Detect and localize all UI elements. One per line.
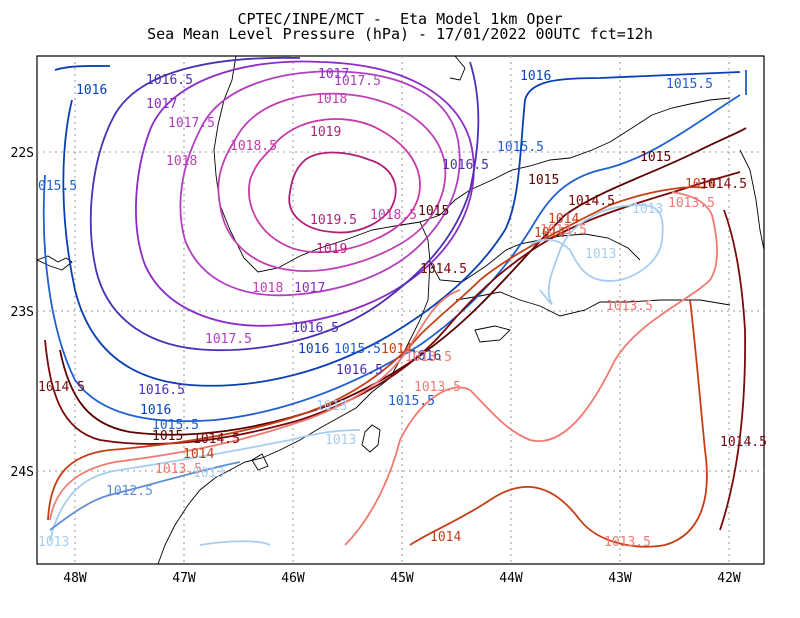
isobar-label: 1015 bbox=[152, 429, 183, 444]
isobar-label: 1016.5 bbox=[138, 383, 185, 398]
isobar-label: 1013 bbox=[316, 399, 347, 414]
isobar-label: 1015 bbox=[418, 204, 449, 219]
isobar-1014-5 bbox=[44, 171, 747, 531]
plot-frame bbox=[36, 55, 765, 565]
isobar-label: 1014.5 bbox=[420, 262, 467, 277]
isobar-label: 1015 bbox=[528, 173, 559, 188]
isobar-label: 1014.5 bbox=[700, 177, 747, 192]
isobar-1016 bbox=[54, 65, 741, 387]
x-tick-label: 48W bbox=[63, 571, 87, 586]
isobar-label: 1013.5 bbox=[414, 380, 461, 395]
isobar-label: 1014 bbox=[183, 447, 214, 462]
isobar-label: 1015 bbox=[640, 150, 671, 165]
isobar-label: 1016.5 bbox=[442, 158, 489, 173]
isobar-label: 1014 bbox=[430, 530, 461, 545]
isobar-1017 bbox=[135, 60, 475, 327]
isobar-label: 1016 bbox=[298, 342, 329, 357]
map-title: CPTEC/INPE/MCT - Eta Model 1km Oper Sea M… bbox=[0, 12, 800, 42]
isobar-label: 1014.5 bbox=[193, 432, 240, 447]
isobar-label: 1013 bbox=[325, 433, 356, 448]
isobar-label: 1019 bbox=[310, 125, 341, 140]
isobar-label: 015.5 bbox=[38, 179, 77, 194]
y-axis-ticks: 22S 23S 24S bbox=[11, 146, 34, 480]
isobar-1016-5 bbox=[89, 56, 480, 352]
isobar-label: 1018.5 bbox=[230, 139, 277, 154]
isobar-1013 bbox=[49, 204, 664, 546]
y-tick-label: 22S bbox=[11, 146, 34, 161]
isobar-label: 1017 bbox=[318, 67, 349, 82]
isobar-label: 1015.5 bbox=[666, 77, 713, 92]
isobar-label: 1013 bbox=[193, 466, 224, 481]
y-tick-label: 23S bbox=[11, 305, 34, 320]
isobar-label: 1017 bbox=[294, 281, 325, 296]
isobar-label: 1016 bbox=[410, 349, 441, 364]
isobar-1012-5 bbox=[49, 461, 241, 531]
isobar-label: 1016 bbox=[520, 69, 551, 84]
isobar-label: 1014 bbox=[381, 342, 412, 357]
isobar-label: 1013.5 bbox=[540, 223, 587, 238]
isobar-1015 bbox=[59, 127, 747, 436]
isobar-label: 1014.5 bbox=[38, 380, 85, 395]
x-tick-label: 46W bbox=[281, 571, 305, 586]
isobar-label: 1016 bbox=[140, 403, 171, 418]
isobar-label: 1013.5 bbox=[405, 350, 452, 365]
isobar-1019 bbox=[288, 151, 397, 234]
isobar-1015-5 bbox=[42, 70, 747, 423]
isobar-label: 1017.5 bbox=[168, 116, 215, 131]
contour-labels: 1016.5101610171017.510181018.510191019.5… bbox=[38, 67, 767, 550]
isobar-label: 1013 bbox=[720, 435, 751, 450]
isobar-label: 1016.5 bbox=[336, 363, 383, 378]
x-tick-label: 43W bbox=[608, 571, 632, 586]
isobar-label: 1018 bbox=[166, 154, 197, 169]
isobar-label: 1015.5 bbox=[497, 140, 544, 155]
isobar-label: 1013 bbox=[38, 535, 69, 550]
isobar-1018-5 bbox=[248, 118, 421, 254]
isobar-label: 1014 bbox=[534, 226, 565, 241]
isobar-label: 1014 bbox=[548, 212, 579, 227]
isobar-label: 1017.5 bbox=[205, 332, 252, 347]
isobar-label: 1013.5 bbox=[604, 535, 651, 550]
isobar-label: 1013.5 bbox=[606, 299, 653, 314]
x-axis-ticks: 48W 47W 46W 45W 44W 43W 42W bbox=[63, 571, 741, 586]
isobar-1018 bbox=[217, 92, 447, 272]
isobars bbox=[42, 56, 747, 548]
isobar-label: 1013 bbox=[632, 202, 663, 217]
isobar-label: 1017 bbox=[146, 97, 177, 112]
y-tick-label: 24S bbox=[11, 465, 34, 480]
isobar-label: 1013 bbox=[585, 247, 616, 262]
title-line-2: Sea Mean Level Pressure (hPa) - 17/01/20… bbox=[147, 25, 653, 43]
x-tick-label: 44W bbox=[499, 571, 523, 586]
isobar-label: 1018 bbox=[252, 281, 283, 296]
isobar-label: 1019.5 bbox=[310, 213, 357, 228]
isobar-1017-5 bbox=[179, 70, 461, 297]
isobar-label: 1015.5 bbox=[334, 342, 381, 357]
isobar-label: 1013.5 bbox=[155, 462, 202, 477]
x-tick-label: 47W bbox=[172, 571, 196, 586]
isobar-label: 1018 bbox=[316, 92, 347, 107]
title-line-1: CPTEC/INPE/MCT - Eta Model 1km Oper bbox=[237, 10, 563, 28]
isobar-1013-5 bbox=[49, 191, 718, 546]
isobar-label: 1017.5 bbox=[334, 74, 381, 89]
x-tick-label: 42W bbox=[717, 571, 741, 586]
isobar-label: 1015.5 bbox=[152, 418, 199, 433]
isobar-label: 1013.5 bbox=[668, 196, 715, 211]
isobar-label: 1012.5 bbox=[106, 484, 153, 499]
isobar-label: 1014 bbox=[685, 177, 716, 192]
isobar-label: 1016.5 bbox=[292, 321, 339, 336]
isobar-label: 1015.5 bbox=[388, 394, 435, 409]
isobar-label: 1019 bbox=[316, 242, 347, 257]
isobar-label: 1014.5 bbox=[568, 194, 615, 209]
isobar-label: 1014.5 bbox=[720, 435, 767, 450]
isobar-label: 1018.5 bbox=[370, 208, 417, 223]
isobar-label: 1016.5 bbox=[146, 73, 193, 88]
isobar-label: 1016 bbox=[76, 83, 107, 98]
x-tick-label: 45W bbox=[390, 571, 414, 586]
graticule bbox=[37, 56, 764, 564]
coastline bbox=[35, 55, 765, 565]
